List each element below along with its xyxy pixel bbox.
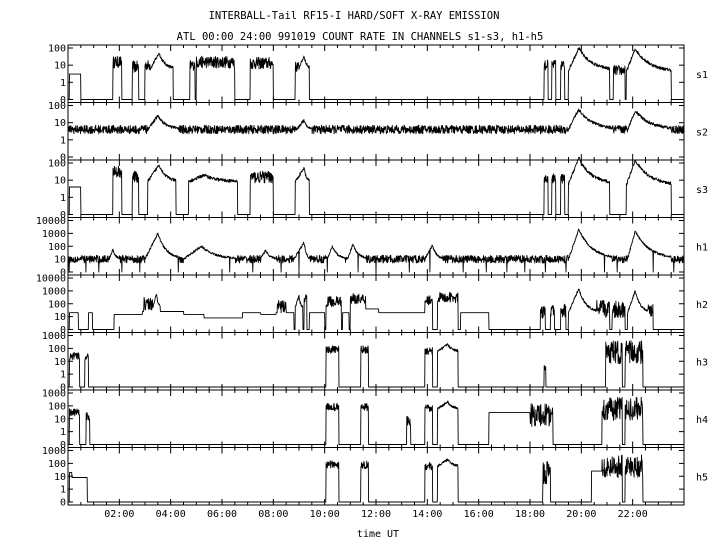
panel-frame <box>67 332 685 391</box>
panel-frame <box>67 389 685 448</box>
channel-label-s3: s3 <box>696 185 708 196</box>
y-tick-label: 0 <box>60 325 66 336</box>
y-tick-label: 10 <box>54 472 66 483</box>
series-line-h1 <box>67 228 685 273</box>
y-tick-label: 0 <box>60 95 66 106</box>
y-tick-label: 100 <box>48 459 66 470</box>
y-tick-label: 10 <box>54 61 66 72</box>
y-tick-label: 0 <box>60 383 66 394</box>
y-tick-label: 1 <box>60 485 66 496</box>
y-tick-label: 10 <box>54 357 66 368</box>
y-tick-label: 0 <box>60 153 66 164</box>
y-tick-label: 100 <box>48 101 66 112</box>
y-tick-label: 1 <box>60 370 66 381</box>
channel-label-h1: h1 <box>696 242 708 253</box>
y-tick-label: 10 <box>54 255 66 266</box>
series-line-h4 <box>67 396 685 445</box>
y-tick-label: 10 <box>54 312 66 323</box>
series-line-s1 <box>67 47 685 100</box>
y-tick-label: 10 <box>54 118 66 129</box>
y-tick-label: 100 <box>48 159 66 170</box>
chart-title: INTERBALL-Tail RF15-I HARD/SOFT X-RAY EM… <box>209 10 500 22</box>
channel-label-s2: s2 <box>696 127 708 138</box>
y-tick-label: 1000 <box>42 446 66 457</box>
x-tick-label: 10:00 <box>310 509 340 520</box>
panel-frame <box>67 44 685 103</box>
series-line-h2 <box>67 288 685 330</box>
channel-label-s1: s1 <box>696 70 708 81</box>
y-tick-label: 1 <box>60 427 66 438</box>
y-tick-label: 100 <box>48 344 66 355</box>
x-tick-label: 12:00 <box>361 509 391 520</box>
y-tick-label: 1 <box>60 78 66 89</box>
x-tick-label: 22:00 <box>618 509 648 520</box>
channel-label-h5: h5 <box>696 472 708 483</box>
x-tick-label: 14:00 <box>412 509 442 520</box>
y-tick-label: 100 <box>48 44 66 55</box>
x-tick-label: 20:00 <box>566 509 596 520</box>
channel-label-h3: h3 <box>696 357 708 368</box>
y-tick-label: 10 <box>54 176 66 187</box>
y-tick-label: 1000 <box>42 389 66 400</box>
y-tick-label: 1000 <box>42 286 66 297</box>
y-tick-label: 10000 <box>36 216 66 227</box>
x-axis-label: time UT <box>357 529 399 540</box>
x-tick-label: 16:00 <box>464 509 494 520</box>
x-tick-label: 04:00 <box>156 509 186 520</box>
chart-subtitle: ATL 00:00 24:00 991019 COUNT RATE IN CHA… <box>177 31 544 43</box>
y-tick-label: 100 <box>48 401 66 412</box>
series-line-h3 <box>67 340 685 388</box>
y-tick-label: 10000 <box>36 274 66 285</box>
y-tick-label: 0 <box>60 210 66 221</box>
y-tick-label: 100 <box>48 299 66 310</box>
y-tick-label: 1000 <box>42 229 66 240</box>
series-line-s2 <box>67 108 685 135</box>
x-tick-label: 18:00 <box>515 509 545 520</box>
x-tick-label: 02:00 <box>104 509 134 520</box>
channel-label-h4: h4 <box>696 415 708 426</box>
x-tick-label: 08:00 <box>258 509 288 520</box>
y-tick-label: 1000 <box>42 331 66 342</box>
y-tick-label: 1 <box>60 135 66 146</box>
series-line-h5 <box>67 454 685 503</box>
y-tick-label: 100 <box>48 242 66 253</box>
time-axis: 02:00 04:00 06:00 08:00 10:00 12:00 14:00 16:00… <box>67 45 685 520</box>
channel-label-h2: h2 <box>696 300 708 311</box>
y-tick-label: 1 <box>60 193 66 204</box>
y-tick-label: 10 <box>54 414 66 425</box>
y-tick-label: 0 <box>60 498 66 509</box>
panel-frame <box>67 274 685 333</box>
y-tick-label: 0 <box>60 268 66 279</box>
x-tick-label: 06:00 <box>207 509 237 520</box>
y-tick-label: 0 <box>60 440 66 451</box>
